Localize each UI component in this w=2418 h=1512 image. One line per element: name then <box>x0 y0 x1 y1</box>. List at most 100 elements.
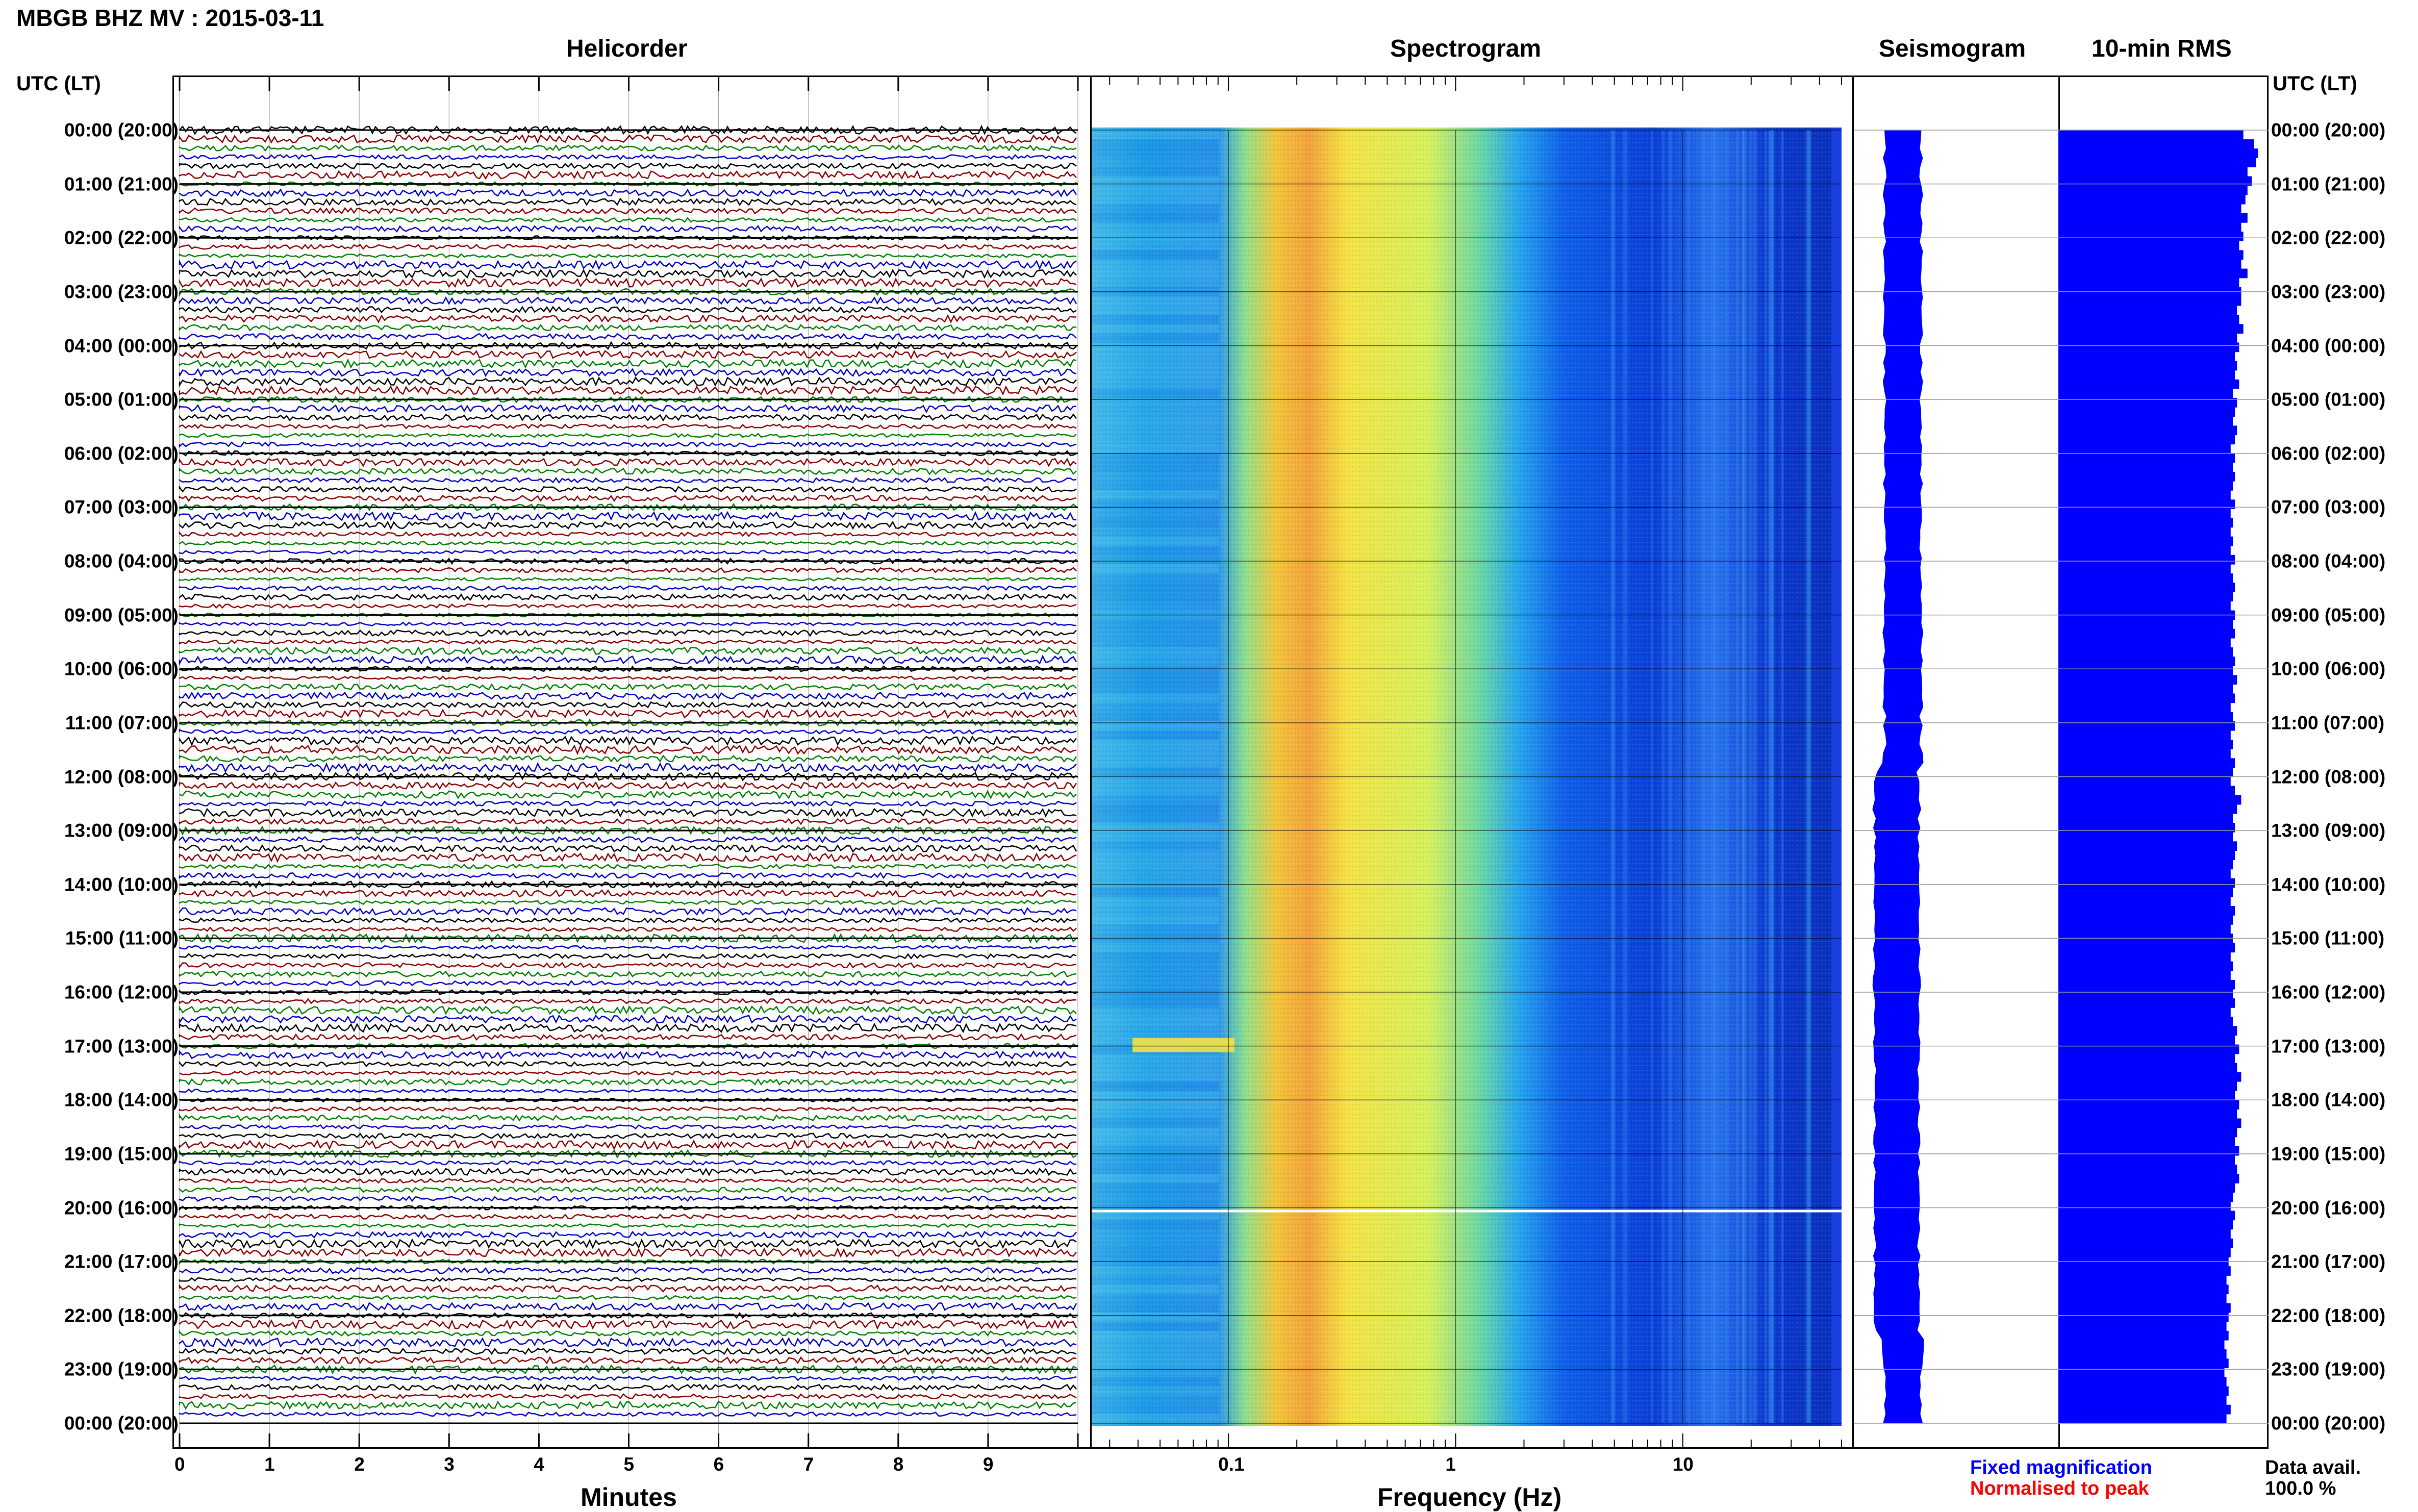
spectrogram-band <box>1092 896 1219 906</box>
helicorder-trace <box>179 906 1077 916</box>
spectrogram-band <box>1092 425 1219 435</box>
minute-tick-label: 9 <box>983 1454 994 1475</box>
time-tick-label: 21:00 (17:00) <box>2271 1251 2386 1272</box>
legend-fixed-magnification: Fixed magnification <box>1970 1457 2152 1478</box>
time-tick-label: 11:00 (07:00) <box>2271 712 2385 734</box>
rms-bar <box>2058 148 2258 158</box>
spectrogram-band <box>1092 592 1219 601</box>
spectrogram-band <box>1092 1303 1219 1313</box>
spectrogram-band <box>1092 1349 1219 1359</box>
rms-bar <box>2058 1026 2237 1036</box>
helicorder-trace <box>179 639 1077 645</box>
helicorder-trace <box>179 217 1077 223</box>
helicorder-trace <box>179 933 1077 944</box>
time-tick-label: 17:00 (13:00) <box>2271 1036 2386 1057</box>
spectrogram-band <box>1092 666 1219 675</box>
rms-bar <box>2058 176 2252 186</box>
rms-bar <box>2058 712 2233 722</box>
spectrogram-band <box>1092 545 1219 555</box>
helicorder-trace <box>179 349 1077 360</box>
spectrogram-band <box>1092 564 1219 574</box>
spectrogram-band <box>1092 693 1219 703</box>
helicorder-trace <box>179 728 1077 735</box>
helicorder-trace <box>179 808 1077 818</box>
spectrogram-band <box>1092 628 1219 638</box>
time-tick-label: 07:00 (03:00) <box>64 496 179 518</box>
time-tick-label: 15:00 (11:00) <box>65 927 179 949</box>
rms-bar <box>2058 139 2254 149</box>
rms-bar <box>2058 370 2235 380</box>
rms-bar <box>2058 998 2235 1008</box>
helicorder-trace <box>179 385 1077 396</box>
spectrogram-band <box>1092 1165 1219 1174</box>
rms-bar <box>2058 952 2231 962</box>
helicorder-trace <box>179 621 1077 626</box>
spectrogram-band <box>1092 241 1219 250</box>
helicorder-trace <box>179 899 1077 905</box>
rms-bar <box>2058 527 2231 537</box>
rms-bar <box>2058 961 2233 971</box>
spectrogram-band <box>1092 657 1219 666</box>
rms-bar <box>2058 647 2233 657</box>
spectrogram-band <box>1092 1155 1219 1165</box>
spectrogram-band <box>1092 1072 1219 1082</box>
spectrogram-band <box>1092 767 1219 777</box>
helicorder-trace <box>179 953 1077 960</box>
seismogram-title: Seismogram <box>1879 35 2026 62</box>
rms-bar <box>2058 878 2235 888</box>
spectrogram-band <box>1092 1007 1219 1017</box>
spectrogram-band <box>1092 979 1219 989</box>
rms-bar <box>2058 518 2233 528</box>
rms-bar <box>2058 979 2235 990</box>
rms-bar <box>2058 1165 2237 1174</box>
spectrogram-band <box>1092 471 1219 482</box>
rms-bar <box>2058 379 2239 389</box>
spectrogram-band <box>1092 1358 1219 1368</box>
helicorder-trace <box>179 1383 1077 1392</box>
spectrogram-band <box>1092 1174 1219 1183</box>
helicorder-trace <box>179 576 1077 582</box>
rms-bar <box>2058 666 2233 675</box>
spectrogram-band <box>1092 638 1219 647</box>
helicorder-trace <box>179 144 1077 152</box>
helicorder-trace <box>179 333 1077 341</box>
rms-bar <box>2058 915 2233 925</box>
spectrogram-band <box>1092 1192 1219 1202</box>
rms-bar <box>2058 481 2233 491</box>
rms-bar <box>2058 1321 2227 1331</box>
helicorder-trace <box>179 549 1077 555</box>
spectrogram-band <box>1092 194 1219 204</box>
time-tick-label: 07:00 (03:00) <box>2271 496 2386 518</box>
helicorder-trace <box>179 1213 1077 1220</box>
helicorder-trace <box>179 603 1077 609</box>
helicorder-trace <box>179 629 1077 637</box>
rms-bar <box>2058 222 2241 232</box>
rms-bar <box>2058 1201 2231 1212</box>
helicorder-trace <box>179 771 1077 782</box>
time-tick-label: 16:00 (12:00) <box>64 981 179 1003</box>
helicorder-trace <box>179 557 1077 565</box>
spectrogram-band <box>1092 1275 1219 1285</box>
time-tick-label: 02:00 (22:00) <box>64 227 179 248</box>
spectrogram-band <box>1092 278 1219 287</box>
rms-bar <box>2058 786 2235 796</box>
helicorder-trace <box>179 1050 1077 1060</box>
helicorder-trace <box>179 477 1077 484</box>
spectrogram-band <box>1092 1340 1219 1350</box>
helicorder-trace <box>179 404 1077 414</box>
helicorder-trace <box>179 441 1077 448</box>
rms-bar <box>2058 684 2233 694</box>
spectrogram-band <box>1092 647 1219 657</box>
right-axis-header: UTC (LT) <box>2273 72 2357 95</box>
spectrogram-band <box>1092 333 1219 343</box>
helicorder-trace <box>179 646 1077 656</box>
spectrogram-band <box>1092 1395 1219 1405</box>
helicorder-xlabel: Minutes <box>581 1483 677 1511</box>
rms-bar <box>2058 693 2235 703</box>
rms-bar <box>2058 657 2235 666</box>
rms-bar <box>2058 1386 2229 1396</box>
rms-bar <box>2058 1358 2229 1368</box>
helicorder-trace <box>179 970 1077 978</box>
spectrogram-band <box>1092 1386 1219 1396</box>
rms-bar <box>2058 1266 2231 1276</box>
